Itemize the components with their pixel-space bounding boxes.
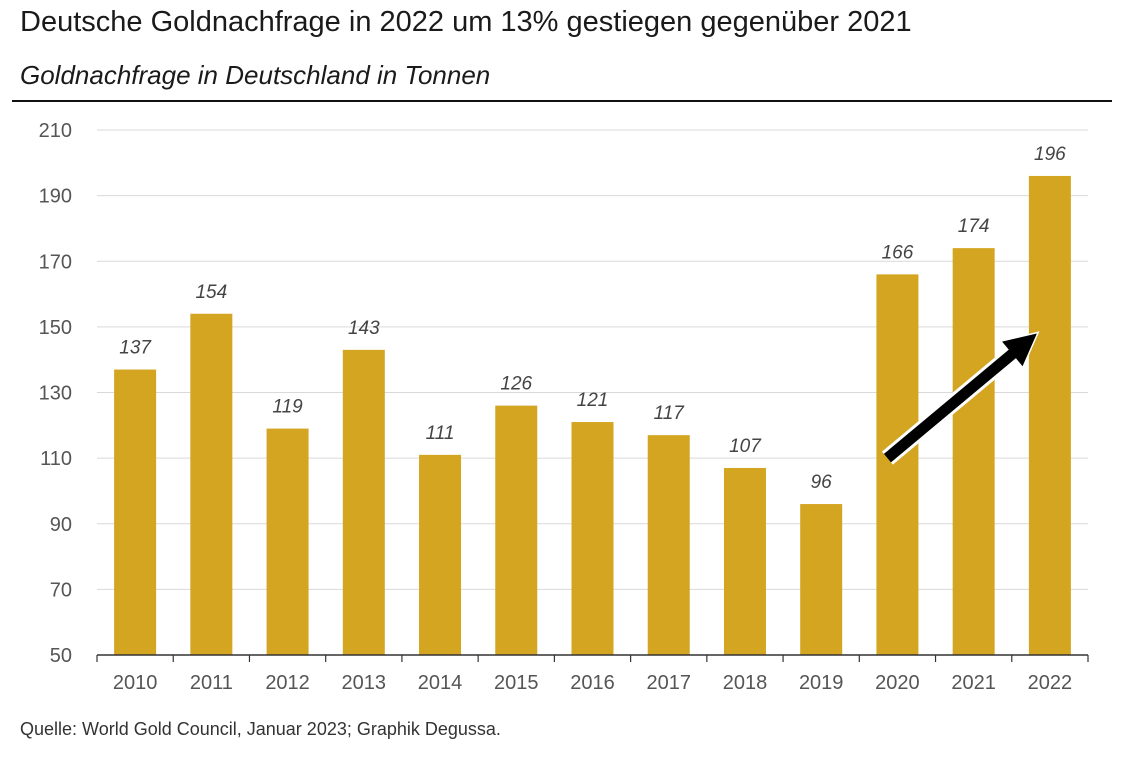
bar-2017 xyxy=(647,435,690,655)
x-tick-label-2020: 2020 xyxy=(875,672,920,694)
gridlines xyxy=(97,129,1088,590)
y-tick-label: 170 xyxy=(39,251,72,273)
y-tick-label: 50 xyxy=(50,645,72,667)
data-label-2018: 107 xyxy=(729,436,762,457)
x-tick-label-2015: 2015 xyxy=(494,672,539,694)
trend-arrow-shaft xyxy=(883,348,1018,463)
y-tick-label: 70 xyxy=(50,579,72,601)
bar-2020 xyxy=(876,274,919,655)
x-tick-label-2022: 2022 xyxy=(1028,672,1073,694)
bar-2013 xyxy=(342,349,385,655)
y-tick-label: 110 xyxy=(40,448,72,470)
data-label-2020: 166 xyxy=(882,242,914,263)
y-tick-label: 210 xyxy=(39,120,72,142)
bar-2018 xyxy=(723,467,766,655)
data-label-2022: 196 xyxy=(1034,144,1066,165)
bar-2011 xyxy=(190,313,233,655)
data-label-2015: 126 xyxy=(500,374,532,395)
x-tick-label-2010: 2010 xyxy=(113,672,158,694)
data-labels: 137 154 119 143 111 126 121 117 107 96 166 174 196 xyxy=(119,144,1066,493)
x-tick-label-2012: 2012 xyxy=(265,672,310,694)
data-label-2021: 174 xyxy=(958,216,990,237)
chart-title: Deutsche Goldnachfrage in 2022 um 13% ge… xyxy=(20,6,912,38)
x-tick-label-2021: 2021 xyxy=(951,672,996,694)
axes: 50 70 90 110 130 150 170 190 210 2010 2011 2012 2013… xyxy=(39,120,1089,694)
y-tick-label: 90 xyxy=(50,514,72,536)
y-tick-label: 190 xyxy=(39,186,72,208)
data-label-2011: 154 xyxy=(195,282,227,303)
x-tick-label-2013: 2013 xyxy=(342,672,387,694)
bar-2012 xyxy=(266,428,309,655)
x-tick-label-2017: 2017 xyxy=(646,672,691,694)
title-divider xyxy=(12,100,1112,102)
data-label-2016: 121 xyxy=(577,390,609,411)
data-label-2012: 119 xyxy=(272,397,303,418)
bar-2016 xyxy=(571,422,614,655)
data-label-2019: 96 xyxy=(811,472,833,493)
bar-2010 xyxy=(114,369,157,655)
source-note: Quelle: World Gold Council, Januar 2023;… xyxy=(20,719,501,739)
x-tick-label-2014: 2014 xyxy=(418,672,463,694)
trend-arrow xyxy=(881,331,1040,465)
bar-2019 xyxy=(800,504,843,655)
bar-2022 xyxy=(1028,175,1071,655)
bar-2015 xyxy=(495,405,538,655)
x-tick-label-2016: 2016 xyxy=(570,672,615,694)
x-tick-label-2018: 2018 xyxy=(723,672,768,694)
x-tick-label-2011: 2011 xyxy=(190,672,233,694)
chart-subtitle: Goldnachfrage in Deutschland in Tonnen xyxy=(20,60,491,90)
y-tick-label: 150 xyxy=(39,317,72,339)
data-label-2013: 143 xyxy=(348,318,380,339)
y-tick-label: 130 xyxy=(39,383,72,405)
data-label-2014: 111 xyxy=(426,423,455,444)
data-label-2017: 117 xyxy=(654,403,686,424)
x-tick-label-2019: 2019 xyxy=(799,672,844,694)
bar-2021 xyxy=(952,248,995,655)
data-label-2010: 137 xyxy=(119,338,152,359)
trend-arrow-head xyxy=(1002,333,1037,367)
bar-2014 xyxy=(419,454,462,655)
bars xyxy=(114,175,1071,655)
